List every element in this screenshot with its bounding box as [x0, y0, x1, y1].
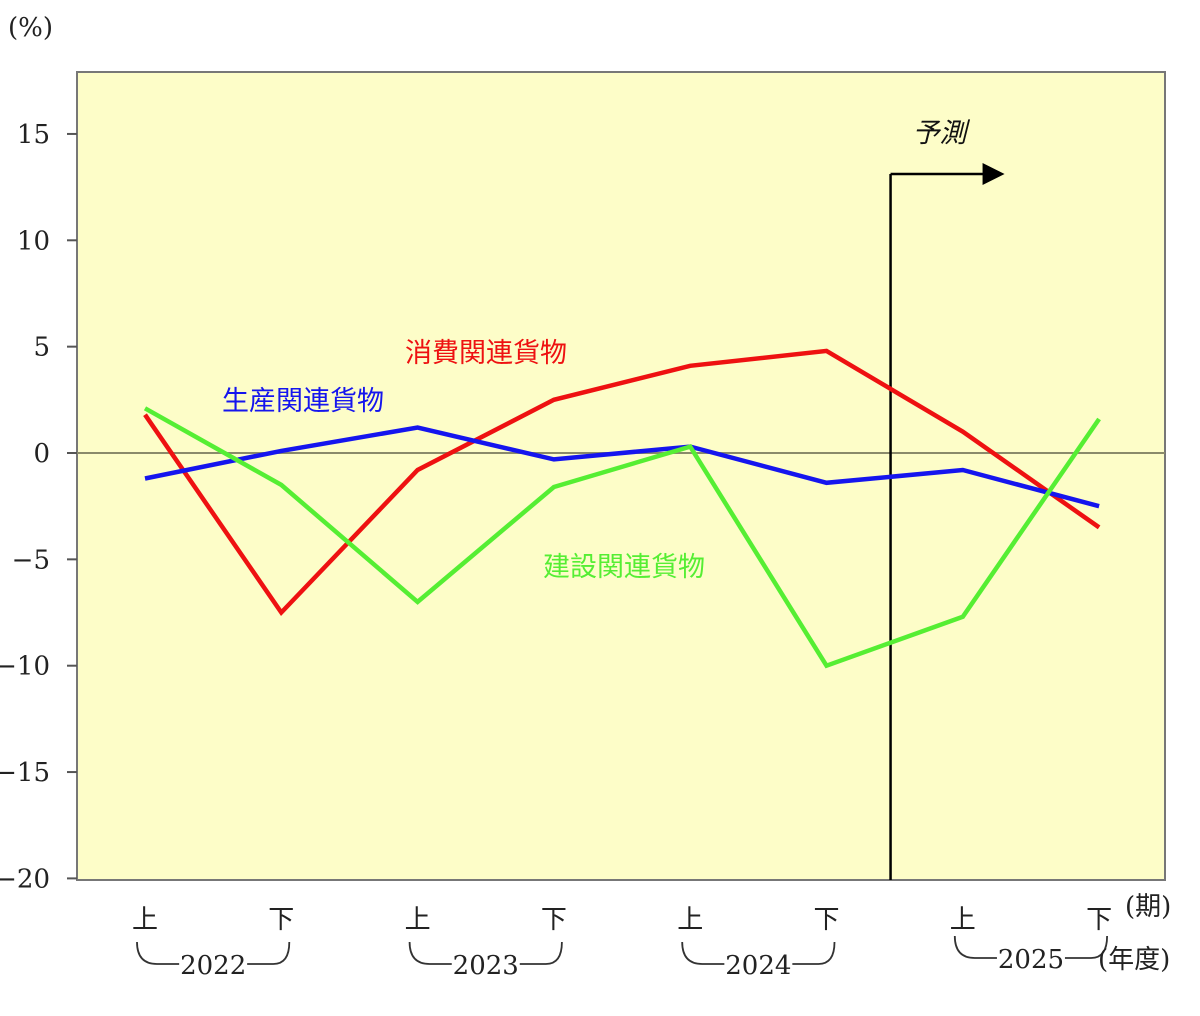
- series-line: [143, 406, 1101, 669]
- y-axis-unit: (%): [8, 13, 53, 43]
- year-bracket: [136, 941, 291, 965]
- x-tick-label: 上: [950, 905, 976, 935]
- x-tick-label: 下: [541, 905, 567, 935]
- forecast-arrow-head: [982, 163, 1005, 185]
- y-tick-label: −5: [12, 545, 50, 575]
- y-tick-label: −10: [0, 652, 50, 682]
- x-tick-label: 下: [813, 905, 839, 935]
- series-line: [144, 425, 1100, 509]
- series-label: 消費関連貨物: [405, 338, 567, 369]
- y-tick-label: 5: [33, 333, 50, 363]
- x-tick-label: 上: [405, 905, 431, 935]
- year-bracket: [408, 941, 563, 965]
- x-tick-label: 下: [1086, 905, 1112, 935]
- x-year-label: (年度): [1098, 945, 1170, 975]
- year-group-label: 2023: [453, 951, 519, 981]
- year-bracket: [681, 941, 836, 965]
- y-tick-label: −15: [0, 758, 50, 788]
- series-line: [143, 348, 1101, 617]
- x-tick-label: 上: [677, 905, 703, 935]
- y-tick-label: 10: [17, 226, 50, 256]
- year-group-label: 2025: [998, 945, 1064, 975]
- year-bracket: [953, 935, 1108, 959]
- y-tick-label: −20: [0, 864, 50, 894]
- plot-area: [76, 71, 1166, 881]
- series-label: 生産関連貨物: [222, 386, 384, 417]
- year-group-label: 2022: [180, 951, 246, 981]
- year-group-label: 2024: [725, 951, 791, 981]
- x-period-label: (期): [1125, 892, 1171, 922]
- x-tick-label: 下: [268, 905, 294, 935]
- y-tick-label: 15: [17, 120, 50, 150]
- forecast-label: 予測: [913, 118, 971, 149]
- series-label: 建設関連貨物: [543, 552, 705, 583]
- y-tick-label: 0: [33, 439, 50, 469]
- x-tick-label: 上: [132, 905, 158, 935]
